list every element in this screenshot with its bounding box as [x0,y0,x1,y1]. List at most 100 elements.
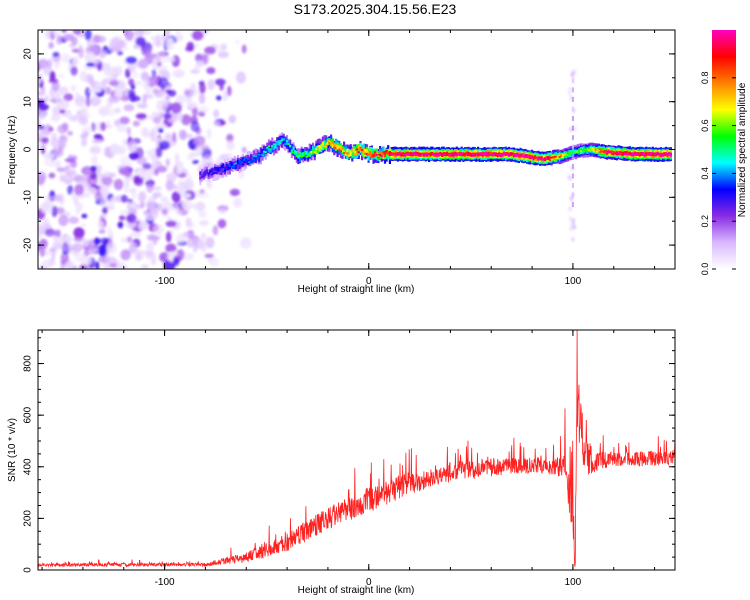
noise-blob [38,103,49,111]
ridge-cell [277,140,280,151]
ridge-cell [298,152,302,156]
noise-blob [188,102,198,109]
noise-blob [205,236,215,249]
ridge-cell [576,150,579,153]
ridge-cell [220,165,223,168]
noise-blob [67,130,73,136]
noise-blob [125,30,134,41]
ridge-cell [220,168,223,176]
noise-blob [38,225,46,235]
ridge-cell [396,153,400,156]
ridge-cell [514,154,517,157]
ridge-cell [246,161,249,164]
noise-blob [98,49,107,59]
ridge-cell [284,138,287,146]
noise-blob [142,162,152,170]
ridge-cell [488,151,491,156]
ridge-cell [217,169,220,172]
ridge-cell [594,148,597,151]
noise-blob [72,30,82,35]
ridge-cell [215,166,218,171]
ridge-cell [388,151,391,156]
noise-blob [93,133,103,140]
noise-blob [134,30,146,34]
ridge-cell [271,145,274,150]
ridge-cell [338,145,341,150]
colorbar-tick-label: 0.2 [700,215,710,228]
noise-blob [59,135,68,143]
ridge-cell [295,155,298,158]
ridge-cell [604,151,607,154]
ridge-cell [359,146,362,151]
ridge-cell [263,146,266,154]
snr-x-tick-label: -100 [155,577,175,588]
snr-x-tick-label: 100 [565,577,582,588]
ridge-cell [261,149,264,157]
ridge-cell [328,142,331,145]
ridge-cell [490,151,493,156]
ridge-cell [263,150,266,153]
noise-blob [167,89,177,97]
noise-blob [218,208,227,215]
noise-blob [59,86,69,94]
ridge-cell [459,151,462,156]
noise-blob [152,192,162,198]
ridge-cell [563,153,566,156]
ridge-cell [516,153,519,156]
ridge-cell [307,149,310,157]
ridge-cell [339,145,342,150]
ridge-cell [225,166,228,171]
noise-blob [98,229,106,234]
noise-blob [137,103,148,109]
spike-cell [571,77,574,83]
ridge-cell [637,153,640,156]
noise-blob [59,109,66,114]
ridge-cell [452,152,455,157]
noise-blob [91,93,98,100]
noise-blob [186,237,194,248]
noise-blob [183,253,194,261]
ridge-cell [200,169,204,176]
noise-blob [227,85,232,97]
ridge-cell [282,137,285,145]
ridge-cell [406,152,409,155]
noise-blob [129,231,142,238]
noise-blob [68,216,79,224]
ridge-cell [566,152,569,155]
ridge-cell [328,140,331,144]
ridge-cell [457,153,460,156]
noise-blob [113,178,124,191]
noise-blob [151,253,157,266]
ridge-cell [210,173,213,176]
noise-blob [135,36,146,47]
noise-blob [90,165,97,173]
noise-blob [100,122,107,131]
ridge-cell [437,152,440,155]
ridge-cell [530,156,534,159]
noise-blob [141,48,152,57]
noise-blob [80,133,88,140]
ridge-cell [259,153,262,156]
noise-blob [146,234,158,241]
noise-blob [186,133,193,139]
noise-blob [58,73,64,78]
ridge-cell [204,170,207,175]
ridge-cell [235,162,238,165]
noise-blob [197,105,209,114]
ridge-cell [218,166,222,169]
ridge-cell [354,146,357,154]
noise-blob [166,56,176,63]
noise-blob [192,237,200,248]
noise-blob [226,133,234,143]
noise-blob [568,216,572,222]
ridge-cell [459,154,462,156]
ridge-cell [347,149,351,156]
noise-blob [89,96,101,107]
ridge-cell [519,154,522,157]
ridge-cell [310,151,313,154]
ridge-cell [379,151,382,156]
noise-blob [109,263,118,268]
ridge-cell [669,152,672,155]
noise-blob [154,123,167,130]
noise-blob [38,171,47,183]
